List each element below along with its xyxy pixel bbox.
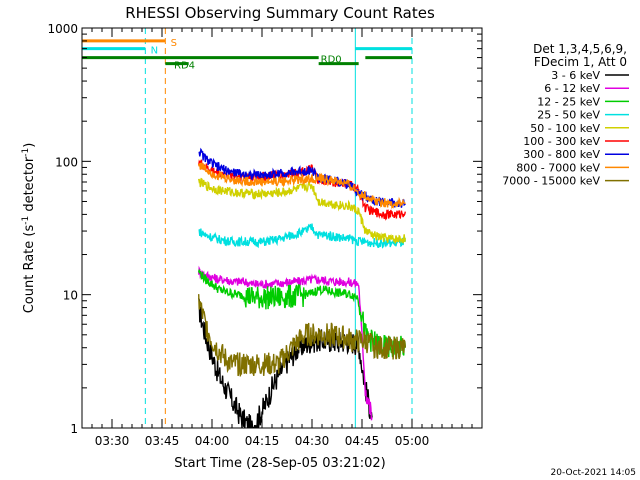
series-line-7 [198,162,406,210]
x-tick-label-2: 04:00 [195,434,230,448]
legend-label-0: 3 - 6 keV [551,69,600,82]
legend-label-3: 25 - 50 keV [537,109,600,122]
y-axis-label-part-2: detector [22,156,37,216]
y-axis-label-part-1: Count Rate (s [22,225,37,314]
x-axis: 03:30 03:45 04:00 04:15 04:30 04:45 05:00 [91,28,483,448]
series-line-3 [198,223,406,249]
y-axis-label-sup-1: -1 [21,216,31,225]
x-tick-label-5: 04:45 [345,434,380,448]
chart-title: RHESSI Observing Summary Count Rates [125,4,435,22]
series-line-5 [198,159,406,221]
footer-date: 20-Oct-2021 14:05 [551,468,636,478]
annotation-label-0: S [171,38,177,49]
x-tick-label-6: 05:00 [395,434,430,448]
y-axis-label: Count Rate (s-1 detector-1) [21,143,37,314]
vertical-markers [82,28,413,428]
legend-label-8: 7000 - 15000 keV [502,175,600,188]
series-line-2 [198,269,406,359]
y-axis-label-part-3: ) [22,143,37,148]
series-line-1 [198,265,373,421]
legend-header-line-2: FDecim 1, Att 0 [534,55,627,69]
y-axis-label-sup-2: -1 [21,148,31,157]
y-tick-label-3: 1000 [47,22,78,36]
y-axis: 1 10 100 1000 [47,22,482,436]
series-line-4 [198,177,406,245]
y-tick-label-0: 1 [70,422,78,436]
y-tick-label-2: 100 [55,155,78,169]
x-tick-label-4: 04:30 [295,434,330,448]
x-tick-label-3: 04:15 [245,434,280,448]
annotation-label-3: RD4 [174,61,195,72]
legend-label-4: 50 - 100 keV [530,122,600,135]
legend-header-line-1: Det 1,3,4,5,6,9, [533,42,627,56]
x-tick-label-1: 03:45 [145,434,180,448]
series-line-8 [198,294,406,377]
x-tick-label-0: 03:30 [95,434,130,448]
series-lines [198,147,406,428]
annotation-label-1: N [151,46,158,57]
annotation-label-2: RD0 [321,55,342,66]
legend-label-1: 6 - 12 keV [544,82,600,95]
x-axis-label: Start Time (28-Sep-05 03:21:02) [174,456,385,471]
legend-label-7: 800 - 7000 keV [516,161,600,174]
legend-label-2: 12 - 25 keV [537,95,600,108]
legend-label-6: 300 - 800 keV [523,148,600,161]
y-tick-label-1: 10 [63,289,78,303]
legend-label-5: 100 - 300 keV [523,135,600,148]
annotation-bars: S N RD0 RD4 [82,38,412,72]
